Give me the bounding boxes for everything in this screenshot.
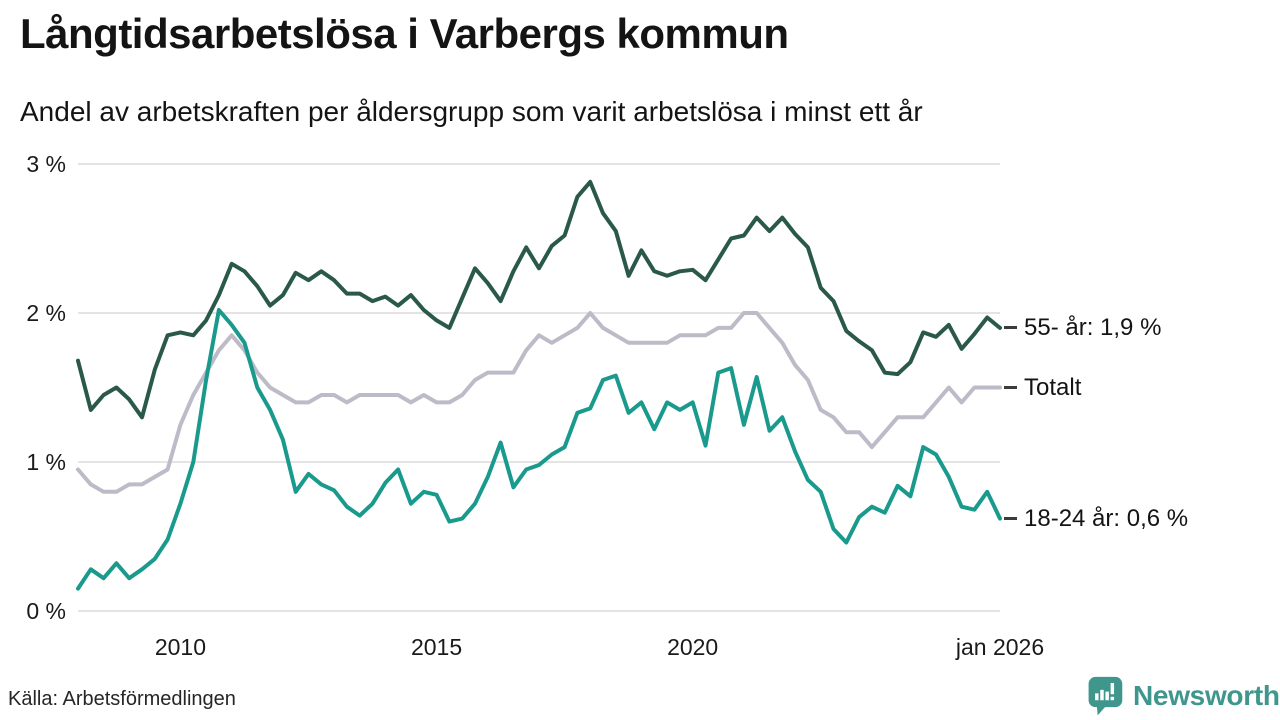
y-axis-tick-label: 2 % xyxy=(26,300,66,326)
y-axis-tick-label: 1 % xyxy=(26,449,66,475)
y-axis-tick-label: 3 % xyxy=(26,151,66,177)
newsworthy-logo-text: Newsworthy xyxy=(1133,679,1280,711)
series-end-label-text: 55- år: 1,9 % xyxy=(1024,313,1162,341)
series-end-label-18-24-ar: 18-24 år: 0,6 % xyxy=(1004,502,1188,536)
label-connector-dash xyxy=(1004,386,1017,389)
newsworthy-logo-icon xyxy=(1088,676,1123,716)
chart-subtitle: Andel av arbetskraften per åldersgrupp s… xyxy=(20,96,923,127)
line-55-ar xyxy=(76,179,1002,420)
line-totalt xyxy=(76,311,1002,494)
x-axis-tick-label: jan 2026 xyxy=(955,634,1045,660)
page-title: Långtidsarbetslösa i Varbergs kommun xyxy=(20,10,789,57)
label-connector-dash xyxy=(1004,326,1017,330)
series-end-label-text: Totalt xyxy=(1024,373,1082,401)
series-end-label-text: 18-24 år: 0,6 % xyxy=(1024,504,1189,532)
x-axis-tick-label: 2010 xyxy=(154,634,207,660)
source-attribution: Källa: Arbetsförmedlingen xyxy=(8,688,236,710)
newsworthy-logo: Newsworthy xyxy=(1086,675,1280,716)
x-axis-tick-label: 2015 xyxy=(410,634,463,660)
x-axis-tick-label: 2020 xyxy=(667,634,719,660)
y-axis-tick-label: 0 % xyxy=(26,598,66,624)
series-end-label-totalt: Totalt xyxy=(1004,371,1081,405)
label-connector-dash xyxy=(1004,517,1017,521)
series-end-label-55-ar: 55- år: 1,9 % xyxy=(1004,311,1161,345)
line-18-24-ar xyxy=(76,308,1002,591)
